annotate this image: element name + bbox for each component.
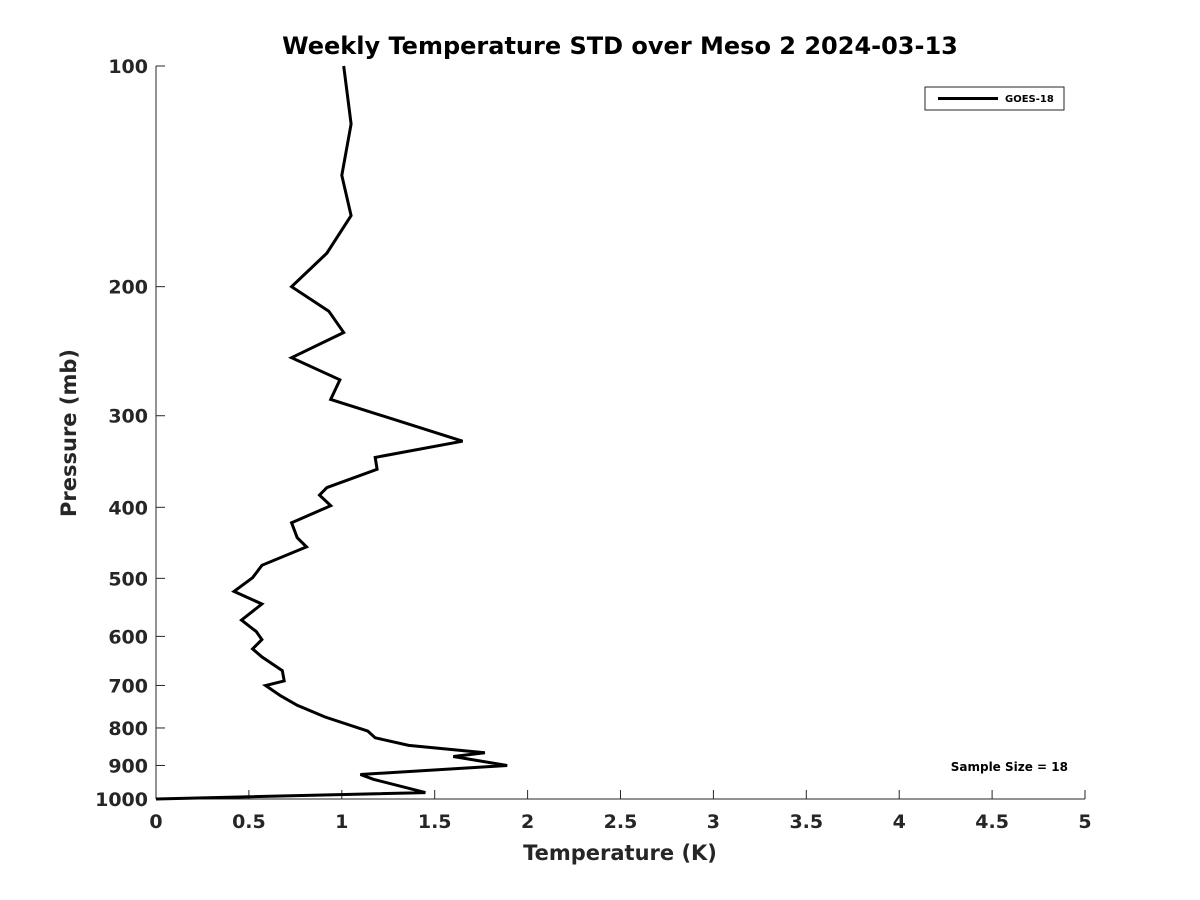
x-tick-label: 0	[149, 811, 162, 833]
x-axis-label: Temperature (K)	[523, 841, 717, 865]
chart-title: Weekly Temperature STD over Meso 2 2024-…	[282, 32, 958, 60]
x-tick-label: 2.5	[604, 811, 638, 833]
legend-label-goes-18: GOES-18	[1005, 94, 1054, 105]
y-tick-label: 600	[108, 626, 148, 648]
x-tick-label: 4	[893, 811, 906, 833]
x-tick-label: 1	[335, 811, 348, 833]
y-tick-label: 300	[108, 406, 148, 428]
y-tick-label: 100	[108, 56, 148, 78]
y-axis-ticks: 100 200 300 400 500 600 700 800 900 1000	[95, 56, 165, 811]
x-tick-label: 4.5	[975, 811, 1009, 833]
legend: GOES-18	[924, 86, 1065, 111]
x-tick-label: 1.5	[418, 811, 452, 833]
y-axis-label: Pressure (mb)	[57, 349, 81, 517]
plot-area: 100 200 300 400 500 600 700 800 900 1000 0 0.5 1 1.5…	[95, 56, 1092, 833]
y-tick-label: 500	[108, 568, 148, 590]
y-tick-label: 1000	[95, 789, 148, 811]
x-tick-label: 5	[1078, 811, 1091, 833]
x-axis-ticks: 0 0.5 1 1.5 2 2.5 3 3.5 4 4.5 5	[149, 790, 1092, 833]
series-line-goes-18	[155, 65, 508, 801]
sample-size-annotation: Sample Size = 18	[951, 760, 1068, 774]
x-tick-label: 2	[521, 811, 534, 833]
x-tick-label: 0.5	[232, 811, 266, 833]
x-tick-label: 3	[707, 811, 720, 833]
y-tick-label: 700	[108, 675, 148, 697]
x-tick-label: 3.5	[789, 811, 823, 833]
y-tick-label: 900	[108, 755, 148, 777]
y-tick-label: 800	[108, 718, 148, 740]
y-tick-label: 400	[108, 497, 148, 519]
y-tick-label: 200	[108, 277, 148, 299]
